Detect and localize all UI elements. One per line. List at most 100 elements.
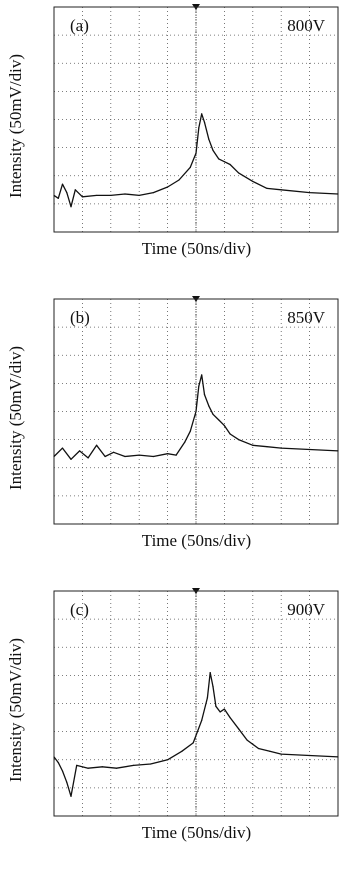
waveform-point-c — [66, 781, 68, 783]
waveform-point-a — [61, 183, 64, 185]
waveform-point-a — [110, 194, 112, 197]
waveform-point-c — [337, 756, 339, 758]
waveform-point-a — [212, 149, 214, 152]
waveform-point-b — [203, 394, 206, 396]
waveform-point-c — [53, 756, 55, 758]
waveform-point-a — [229, 163, 231, 166]
waveform-point-c — [257, 747, 260, 750]
waveform-point-a — [70, 206, 72, 208]
waveform-point-a — [178, 179, 180, 181]
waveform-point-c — [87, 767, 89, 769]
waveform-point-a — [74, 189, 76, 191]
waveform-point-a — [198, 127, 200, 129]
chart-panel-b: Intensity (50mV/div) Time (50ns/div) (b)… — [0, 292, 339, 577]
waveform-point-c — [206, 697, 208, 699]
x-axis-label-a: Time (50ns/div) — [141, 239, 252, 258]
waveform-point-a — [57, 197, 59, 199]
waveform-point-c — [209, 671, 211, 674]
plot-frame-a — [53, 6, 339, 233]
waveform-point-c — [115, 767, 118, 769]
waveform-point-c — [219, 711, 221, 713]
waveform-point-c — [70, 795, 72, 797]
panel-label-a: (a) — [70, 16, 89, 35]
chart-plot-a — [53, 4, 339, 233]
waveform-point-c — [57, 761, 59, 764]
waveform-point-b — [167, 453, 169, 455]
waveform-point-b — [201, 374, 203, 376]
waveform-point-a — [238, 172, 240, 174]
waveform-point-a — [280, 189, 282, 191]
waveform-point-c — [201, 719, 203, 721]
waveform-line-b — [53, 374, 339, 460]
waveform-point-b — [198, 385, 200, 387]
waveform-point-c — [167, 759, 169, 761]
chart-plot-c — [53, 588, 339, 817]
waveform-point-b — [61, 447, 64, 449]
waveform-point-a — [96, 194, 98, 197]
waveform-point-b — [266, 446, 268, 448]
waveform-point-c — [269, 750, 271, 752]
chart-panel-c: Intensity (50mV/div) Time (50ns/div) (c)… — [0, 584, 339, 869]
waveform-point-c — [149, 763, 152, 765]
waveform-point-c — [223, 708, 225, 710]
waveform-point-b — [96, 444, 98, 446]
waveform-point-b — [208, 405, 210, 407]
waveform-point-a — [337, 193, 339, 195]
voltage-annotation-a: 800V — [287, 16, 325, 35]
y-axis-label-c: Intensity (50mV/div) — [6, 638, 25, 783]
chart-panel-a: Intensity (50mV/div) Time (50ns/div) (a)… — [0, 0, 339, 285]
waveform-point-b — [309, 448, 311, 451]
plot-frame-b — [53, 298, 339, 525]
waveform-point-a — [66, 192, 68, 194]
y-axis-label-a: Intensity (50mV/div) — [6, 54, 25, 199]
waveform-point-a — [81, 196, 83, 198]
waveform-point-a — [218, 158, 220, 160]
waveform-point-c — [61, 770, 64, 772]
waveform-point-b — [104, 455, 106, 458]
waveform-point-c — [181, 750, 183, 752]
waveform-point-b — [53, 455, 55, 458]
waveform-point-b — [70, 458, 72, 460]
waveform-point-c — [215, 705, 217, 707]
waveform-point-b — [87, 457, 89, 459]
waveform-point-c — [229, 716, 231, 719]
waveform-point-b — [229, 433, 231, 435]
waveform-point-a — [195, 152, 197, 154]
x-axis-label-c: Time (50ns/div) — [141, 823, 252, 842]
waveform-line-a — [53, 113, 339, 208]
x-axis-label-b: Time (50ns/div) — [141, 531, 252, 550]
waveform-point-a — [152, 192, 154, 194]
chart-plot-b — [53, 296, 339, 525]
waveform-point-c — [246, 739, 248, 741]
waveform-point-c — [132, 764, 135, 766]
panel-label-b: (b) — [70, 308, 90, 327]
waveform-point-a — [138, 194, 140, 197]
voltage-annotation-c: 900V — [287, 600, 325, 619]
waveform-point-a — [189, 166, 191, 168]
waveform-point-b — [138, 454, 140, 456]
waveform-point-a — [223, 161, 225, 163]
waveform-point-c — [76, 764, 78, 766]
waveform-point-b — [175, 454, 177, 456]
y-axis-label-b: Intensity (50mV/div) — [6, 346, 25, 491]
waveform-point-a — [167, 186, 169, 188]
waveform-point-b — [238, 439, 240, 441]
waveform-point-b — [252, 444, 254, 446]
waveform-point-b — [218, 419, 220, 421]
waveform-point-b — [78, 450, 81, 452]
waveform-point-c — [101, 766, 103, 768]
waveform-point-a — [201, 113, 203, 115]
waveform-point-c — [192, 742, 194, 744]
waveform-point-a — [266, 187, 268, 190]
waveform-point-b — [189, 430, 191, 432]
waveform-point-c — [309, 754, 311, 757]
waveform-point-b — [280, 447, 282, 449]
waveform-point-b — [124, 455, 126, 458]
waveform-point-b — [212, 413, 214, 415]
waveform-point-a — [124, 193, 126, 195]
waveform-point-b — [113, 451, 115, 453]
panel-label-c: (c) — [70, 600, 89, 619]
waveform-point-a — [208, 138, 210, 140]
waveform-point-c — [212, 686, 214, 688]
waveform-point-a — [309, 192, 311, 194]
